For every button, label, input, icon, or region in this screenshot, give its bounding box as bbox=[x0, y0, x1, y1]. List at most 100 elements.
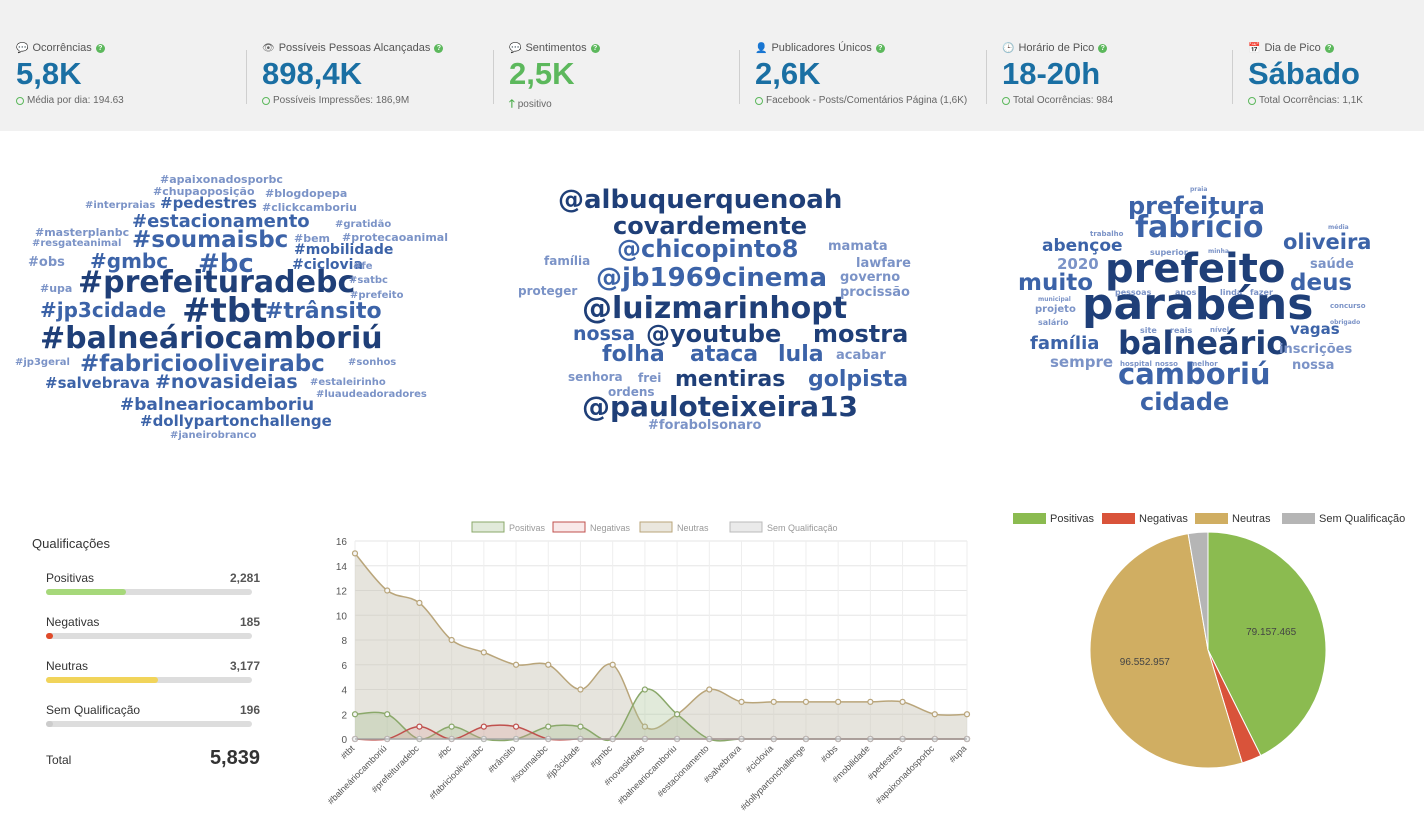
cloud-word[interactable]: projeto bbox=[1035, 304, 1076, 315]
cloud-word[interactable]: procissão bbox=[840, 285, 910, 300]
cloud-word[interactable]: superior bbox=[1150, 248, 1188, 257]
cloud-word[interactable]: média bbox=[1328, 224, 1349, 231]
cloud-word[interactable]: hospital bbox=[1120, 360, 1152, 368]
cloud-word[interactable]: minha bbox=[1208, 248, 1229, 255]
cloud-word[interactable]: pessoas bbox=[1115, 288, 1152, 297]
cloud-word[interactable]: proteger bbox=[518, 284, 578, 298]
cloud-word[interactable]: #interpraias bbox=[85, 200, 156, 211]
cloud-word[interactable]: #balneáriocamboriú bbox=[40, 321, 383, 356]
cloud-word[interactable]: #tbt bbox=[182, 291, 268, 331]
help-icon[interactable]: ? bbox=[1324, 43, 1334, 53]
cloud-word[interactable]: praia bbox=[1190, 186, 1208, 193]
cloud-word[interactable]: nível bbox=[1210, 326, 1230, 334]
cloud-word[interactable]: governo bbox=[840, 270, 901, 285]
cloud-word[interactable]: #mobilidade bbox=[294, 242, 394, 258]
cloud-word[interactable]: #fe bbox=[353, 261, 373, 272]
cloud-word[interactable]: parabéns bbox=[1082, 279, 1314, 330]
cloud-word[interactable]: camboriú bbox=[1118, 357, 1271, 391]
cloud-word[interactable]: #gratidão bbox=[335, 219, 392, 230]
cloud-word[interactable]: senhora bbox=[568, 370, 623, 384]
help-icon[interactable]: ? bbox=[1098, 43, 1108, 53]
cloud-word[interactable]: lawfare bbox=[856, 256, 911, 271]
cloud-word[interactable]: @luizmarinhopt bbox=[582, 291, 848, 326]
cloud-word[interactable]: @jb1969cinema bbox=[596, 263, 827, 293]
cloud-word[interactable]: #soumaisbc bbox=[132, 227, 289, 253]
cloud-word[interactable]: reais bbox=[1170, 326, 1193, 335]
cloud-word[interactable]: fabrício bbox=[1135, 210, 1264, 245]
cloud-word[interactable]: anos bbox=[1175, 288, 1197, 297]
cloud-word[interactable]: nossa bbox=[573, 323, 636, 345]
cloud-word[interactable]: golpista bbox=[808, 367, 909, 392]
cloud-word[interactable]: #obs bbox=[28, 255, 65, 270]
cloud-word[interactable]: municipal bbox=[1038, 296, 1071, 303]
cloud-word[interactable]: frei bbox=[638, 371, 662, 385]
cloud-word[interactable]: lula bbox=[778, 342, 824, 367]
cloud-word[interactable]: #salvebrava bbox=[45, 374, 150, 392]
cloud-word[interactable]: #clickcamboriu bbox=[262, 201, 357, 214]
cloud-word[interactable]: covardemente bbox=[613, 212, 807, 240]
cloud-word[interactable]: mentiras bbox=[675, 367, 786, 392]
cloud-word[interactable]: #estacionamento bbox=[132, 211, 310, 232]
cloud-word[interactable]: #novasideias bbox=[155, 371, 298, 393]
cloud-word[interactable]: #bem bbox=[294, 232, 331, 245]
cloud-word[interactable]: nosso bbox=[1155, 360, 1178, 368]
cloud-word[interactable]: @albuquerquenoah bbox=[558, 185, 843, 215]
cloud-word[interactable]: 2020 bbox=[1057, 255, 1099, 273]
cloud-word[interactable]: trabalho bbox=[1090, 230, 1124, 238]
cloud-word[interactable]: #sonhos bbox=[348, 357, 397, 368]
cloud-word[interactable]: #upa bbox=[40, 282, 73, 295]
cloud-word[interactable]: #jp3geral bbox=[15, 357, 70, 368]
cloud-word[interactable]: melhor bbox=[1190, 360, 1218, 368]
cloud-word[interactable]: saúde bbox=[1310, 257, 1354, 272]
cloud-word[interactable]: #prefeituradebc bbox=[78, 265, 356, 300]
cloud-word[interactable]: @youtube bbox=[646, 320, 782, 348]
cloud-word[interactable]: #ciclovia bbox=[292, 257, 363, 273]
cloud-word[interactable]: #janeirobranco bbox=[170, 430, 257, 441]
cloud-word[interactable]: fazer bbox=[1250, 288, 1273, 297]
cloud-word[interactable]: vagas bbox=[1290, 320, 1340, 338]
cloud-word[interactable]: #dollypartonchallenge bbox=[140, 412, 332, 430]
help-icon[interactable]: ? bbox=[95, 43, 105, 53]
cloud-word[interactable]: oliveira bbox=[1283, 230, 1372, 254]
cloud-word[interactable]: #trânsito bbox=[265, 299, 382, 324]
cloud-word[interactable]: família bbox=[544, 254, 591, 268]
cloud-word[interactable]: #prefeito bbox=[350, 290, 404, 301]
help-icon[interactable]: ? bbox=[875, 43, 885, 53]
cloud-word[interactable]: ordens bbox=[608, 385, 655, 399]
cloud-word[interactable]: site bbox=[1140, 326, 1157, 335]
cloud-word[interactable]: prefeito bbox=[1105, 246, 1286, 292]
cloud-word[interactable]: nossa bbox=[1292, 358, 1335, 373]
cloud-word[interactable]: muito bbox=[1018, 270, 1094, 296]
cloud-word[interactable]: @pauloteixeira13 bbox=[582, 390, 858, 423]
help-icon[interactable]: ? bbox=[434, 43, 444, 53]
cloud-word[interactable]: deus bbox=[1290, 270, 1353, 296]
cloud-word[interactable]: #fabriciooliveirabc bbox=[80, 351, 325, 377]
cloud-word[interactable]: #pedestres bbox=[160, 194, 257, 212]
cloud-word[interactable]: #gmbc bbox=[90, 249, 169, 273]
cloud-word[interactable]: obrigado bbox=[1330, 319, 1361, 326]
cloud-word[interactable]: balneário bbox=[1118, 324, 1289, 362]
cloud-word[interactable]: concurso bbox=[1330, 302, 1366, 310]
cloud-word[interactable]: mamata bbox=[828, 239, 888, 254]
cloud-word[interactable]: #blogdopepa bbox=[265, 187, 348, 200]
cloud-word[interactable]: ataca bbox=[690, 342, 759, 367]
cloud-word[interactable]: prefeitura bbox=[1128, 192, 1265, 220]
cloud-word[interactable]: cidade bbox=[1140, 388, 1230, 416]
cloud-word[interactable]: abençoe bbox=[1042, 236, 1123, 256]
cloud-word[interactable]: #resgateanimal bbox=[32, 238, 122, 249]
cloud-word[interactable]: família bbox=[1030, 333, 1100, 354]
cloud-word[interactable]: inscrições bbox=[1279, 342, 1353, 357]
cloud-word[interactable]: mostra bbox=[813, 320, 909, 348]
cloud-word[interactable]: acabar bbox=[836, 348, 886, 363]
cloud-word[interactable]: salário bbox=[1038, 318, 1069, 327]
cloud-word[interactable]: #luaudeadoradores bbox=[316, 389, 427, 400]
cloud-word[interactable]: folha bbox=[602, 342, 665, 367]
cloud-word[interactable]: #forabolsonaro bbox=[648, 418, 762, 433]
cloud-word[interactable]: #protecaoanimal bbox=[342, 231, 448, 244]
cloud-word[interactable]: #jp3cidade bbox=[40, 298, 167, 322]
cloud-word[interactable]: sempre bbox=[1050, 353, 1114, 371]
cloud-word[interactable]: @chicopinto8 bbox=[617, 235, 799, 263]
cloud-word[interactable]: #masterplanbc bbox=[35, 226, 130, 239]
cloud-word[interactable]: linda bbox=[1220, 288, 1243, 297]
cloud-word[interactable]: #balneariocamboriu bbox=[120, 395, 315, 415]
